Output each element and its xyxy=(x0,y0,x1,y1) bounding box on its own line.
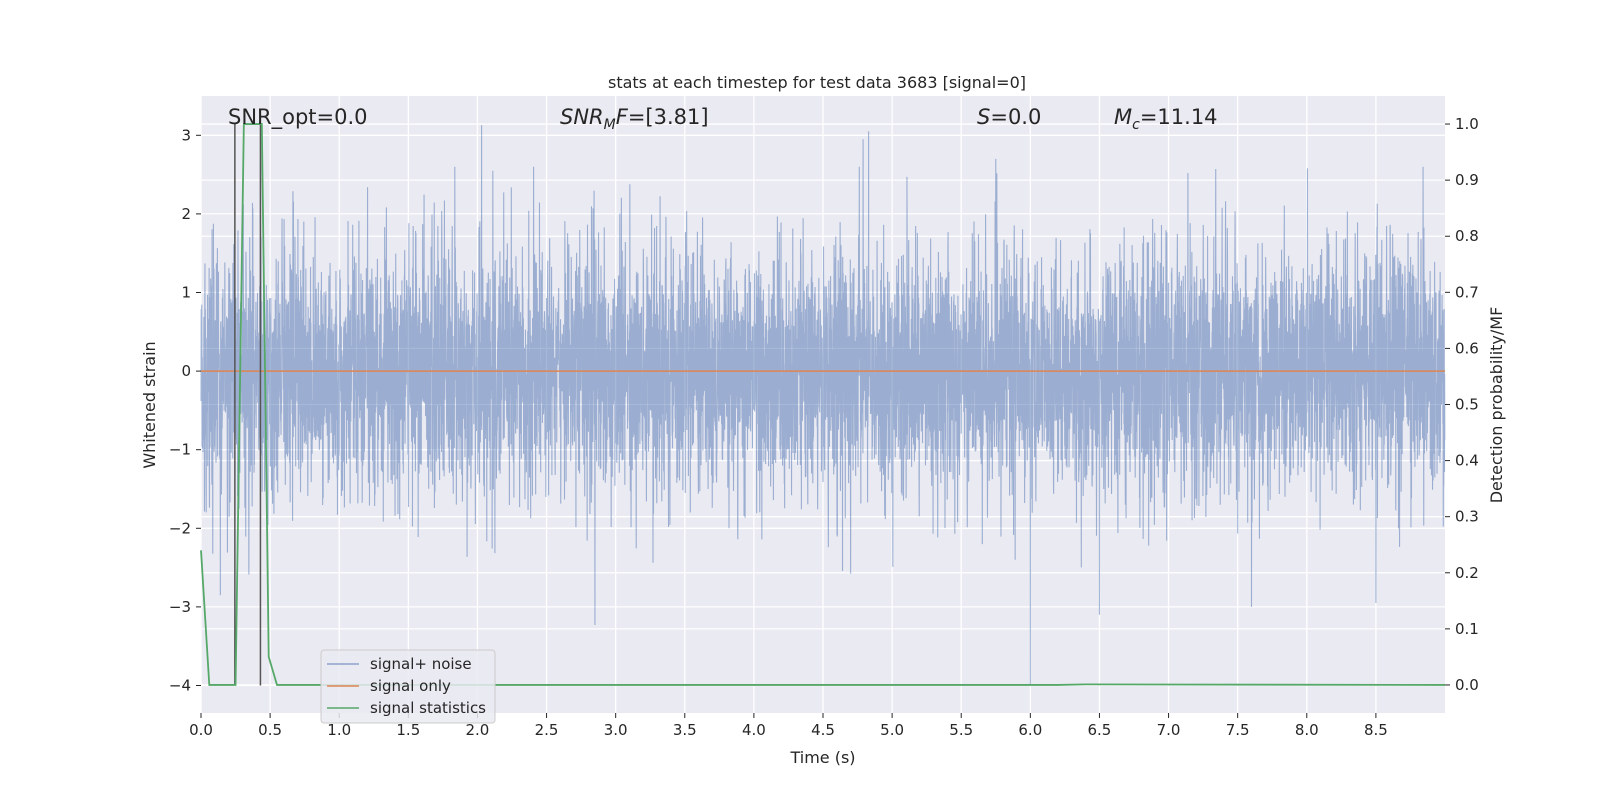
signal-noise-series xyxy=(200,125,1446,686)
annotation-snr-opt: SNR_opt=0.0 xyxy=(228,105,368,130)
right-y-tick-label: 1.0 xyxy=(1455,115,1479,133)
x-tick-label: 3.0 xyxy=(604,721,628,739)
left-y-axis-ticks: 3 2 1 0 −1 −2 −3 −4 xyxy=(169,126,201,694)
x-tick-label: 1.5 xyxy=(396,721,420,739)
legend-label-signal-statistics: signal statistics xyxy=(370,699,486,717)
snr-mf-symbol-f: F xyxy=(616,105,629,129)
legend-label-signal-noise: signal+ noise xyxy=(370,655,472,673)
right-y-axis-ticks: 1.0 0.9 0.8 0.7 0.6 0.5 0.4 0.3 0.2 0.1 0.0 xyxy=(1445,115,1479,694)
left-y-tick-label: 0 xyxy=(181,362,191,380)
right-y-tick-label: 0.3 xyxy=(1455,508,1479,526)
x-tick-label: 7.0 xyxy=(1157,721,1181,739)
s-symbol: S xyxy=(977,105,990,129)
left-y-tick-label: 2 xyxy=(181,205,191,223)
right-y-tick-label: 0.1 xyxy=(1455,620,1479,638)
left-y-tick-label: 3 xyxy=(181,126,191,144)
mc-subscript: c xyxy=(1132,117,1140,133)
x-tick-label: 1.0 xyxy=(327,721,351,739)
marker-lines xyxy=(234,123,262,686)
right-y-tick-label: 0.4 xyxy=(1455,452,1479,470)
legend: signal+ noise signal only signal statist… xyxy=(320,649,496,724)
x-tick-label: 2.0 xyxy=(466,721,490,739)
legend-label-signal-only: signal only xyxy=(370,677,451,695)
right-y-tick-label: 0.0 xyxy=(1455,676,1479,694)
s-value: =0.0 xyxy=(990,105,1041,129)
signal-statistics-series xyxy=(200,123,1446,686)
x-tick-label: 2.5 xyxy=(535,721,559,739)
left-y-axis-label: Whitened strain xyxy=(140,341,159,468)
x-tick-label: 5.0 xyxy=(880,721,904,739)
snr-mf-symbol: SNR xyxy=(560,105,604,129)
signal-noise-line xyxy=(200,125,1446,686)
left-y-tick-label: −2 xyxy=(169,519,191,537)
x-tick-label: 0.0 xyxy=(189,721,213,739)
signal-statistics-line xyxy=(200,123,1446,686)
right-y-tick-label: 0.5 xyxy=(1455,396,1479,414)
snr-mf-value: =[3.81] xyxy=(628,105,709,129)
x-tick-label: 8.5 xyxy=(1364,721,1388,739)
x-tick-label: 6.0 xyxy=(1018,721,1042,739)
snr-mf-subscript: M xyxy=(604,117,616,133)
x-tick-label: 4.5 xyxy=(811,721,835,739)
right-y-tick-label: 0.7 xyxy=(1455,283,1479,301)
x-tick-label: 6.5 xyxy=(1088,721,1112,739)
left-y-tick-label: −1 xyxy=(169,441,191,459)
right-y-tick-label: 0.9 xyxy=(1455,171,1479,189)
x-tick-label: 3.5 xyxy=(673,721,697,739)
right-y-axis-label: Detection probability/MF xyxy=(1487,307,1506,504)
x-axis-ticks: 0.0 0.5 1.0 1.5 2.0 2.5 3.0 3.5 4.0 4.5 5.0 5.5 6.0 6… xyxy=(189,713,1388,739)
x-tick-label: 5.5 xyxy=(949,721,973,739)
mc-symbol: M xyxy=(1114,105,1132,129)
right-y-tick-label: 0.6 xyxy=(1455,339,1479,357)
x-tick-label: 4.0 xyxy=(742,721,766,739)
x-axis-label: Time (s) xyxy=(789,748,855,767)
legend-box xyxy=(320,649,496,724)
left-y-tick-label: −4 xyxy=(169,676,191,694)
left-y-tick-label: −3 xyxy=(169,598,191,616)
annotation-s: S=0.0 xyxy=(977,105,1041,129)
mc-value: =11.14 xyxy=(1140,105,1218,129)
right-y-tick-label: 0.2 xyxy=(1455,564,1479,582)
annotation-snr-mf: SNRMF=[3.81] xyxy=(560,105,709,133)
left-y-tick-label: 1 xyxy=(181,283,191,301)
chart-title: stats at each timestep for test data 368… xyxy=(608,73,1026,92)
right-y-tick-label: 0.8 xyxy=(1455,227,1479,245)
x-tick-label: 8.0 xyxy=(1295,721,1319,739)
annotation-mc: Mc=11.14 xyxy=(1114,105,1218,133)
x-tick-label: 7.5 xyxy=(1226,721,1250,739)
x-tick-label: 0.5 xyxy=(258,721,282,739)
